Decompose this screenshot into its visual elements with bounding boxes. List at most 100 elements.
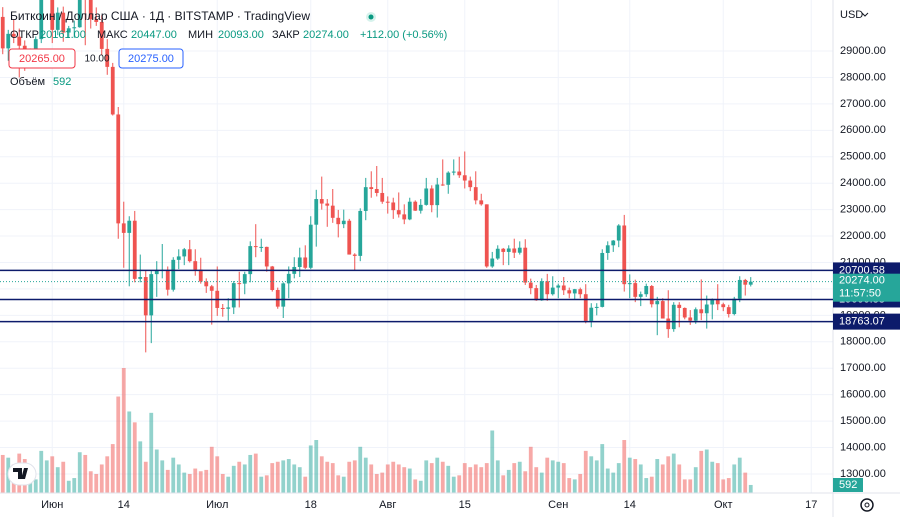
volume-bar <box>39 450 44 493</box>
volume-bar <box>275 461 280 493</box>
volume-bar <box>253 453 258 493</box>
volume-bar <box>721 479 726 493</box>
candle-body <box>446 172 451 185</box>
y-tick-label: 25000.00 <box>840 151 886 163</box>
x-tick-label: 18 <box>305 499 317 511</box>
volume-bar <box>429 463 434 493</box>
volume-bar <box>677 464 682 493</box>
volume-bar <box>237 461 242 493</box>
candle-body <box>297 257 302 267</box>
candle-body <box>473 187 478 201</box>
candle-body <box>303 257 308 268</box>
candle-body <box>198 269 203 282</box>
x-tick-label: Окт <box>714 499 733 511</box>
volume-bar <box>479 467 484 493</box>
volume-bar <box>413 479 418 493</box>
candle-body <box>715 299 720 305</box>
volume-bar <box>682 479 687 493</box>
candle-body <box>380 192 385 202</box>
volume-bar <box>28 476 33 493</box>
candle-body <box>545 281 550 295</box>
volume-bar <box>622 440 627 493</box>
volume-bar <box>83 454 88 493</box>
volume-bar <box>451 476 456 493</box>
candle-body <box>413 201 418 211</box>
volume-bar <box>534 467 539 493</box>
currency-select[interactable]: USD <box>840 9 863 21</box>
volume-bar <box>627 457 632 493</box>
volume-bar <box>594 460 599 493</box>
volume-bar <box>138 441 143 493</box>
ohlc-value: 20093.00 <box>218 29 264 41</box>
candle-body <box>336 217 341 225</box>
volume-bar <box>495 460 500 493</box>
y-tick-label: 27000.00 <box>840 98 886 110</box>
y-tick-label: 24000.00 <box>840 177 886 189</box>
sell-button[interactable] <box>8 48 76 69</box>
volume-bar <box>72 478 77 493</box>
candle-body <box>110 66 115 115</box>
candle-body <box>77 0 82 28</box>
candle-body <box>589 307 594 321</box>
candle-body <box>204 281 209 287</box>
volume-bar <box>704 449 709 493</box>
candle-body <box>501 248 506 252</box>
candle-body <box>407 201 412 220</box>
candle-body <box>677 304 682 308</box>
volume-bar <box>743 472 748 493</box>
symbol-title[interactable]: Биткоин / Доллар США · 1Д · BITSTAMP · T… <box>10 9 310 23</box>
candle-body <box>374 189 379 193</box>
candle-body <box>479 200 484 205</box>
candle-body <box>55 12 60 30</box>
candle-body <box>6 33 11 49</box>
change: +112.00 (+0.56%) <box>360 29 447 41</box>
candle-body <box>468 180 473 188</box>
candle-body <box>391 202 396 211</box>
volume-bar <box>352 460 357 493</box>
volume-bar <box>220 473 225 493</box>
volume-bar <box>561 463 566 493</box>
y-tick-label: 15000.00 <box>840 415 886 427</box>
volume-bar <box>308 445 313 493</box>
candle-body <box>402 214 407 220</box>
buy-button[interactable] <box>118 48 184 69</box>
candle-body <box>556 285 561 288</box>
chevron <box>861 12 869 17</box>
candle-body <box>567 290 572 294</box>
candle-body <box>138 277 143 279</box>
volume-bar <box>358 446 363 493</box>
candle-body <box>748 281 753 285</box>
volume-bar <box>264 475 269 493</box>
volume-bar <box>490 430 495 493</box>
candle-body <box>688 317 693 321</box>
volume-bar <box>616 463 621 493</box>
volume-bar <box>105 456 110 493</box>
volume-bar <box>165 469 170 493</box>
candle-body <box>385 201 390 203</box>
volume-bar <box>215 456 220 493</box>
candle-body <box>286 273 291 284</box>
settings-icon[interactable] <box>860 498 874 512</box>
x-tick-label: Июн <box>41 499 63 511</box>
candle-body <box>682 307 687 318</box>
price-line-label: 20700.58 <box>839 264 885 276</box>
y-tick-label: 13000.00 <box>840 468 886 480</box>
volume-bar <box>292 464 297 493</box>
y-tick-label: 18000.00 <box>840 336 886 348</box>
ohlc-value: 20447.00 <box>131 29 177 41</box>
candle-body <box>506 248 511 252</box>
volume-bar <box>380 472 385 493</box>
candle-body <box>743 279 748 285</box>
volume-bar <box>50 456 55 493</box>
volume-bar <box>572 479 577 493</box>
candle-body <box>66 28 71 33</box>
x-tick-label: Авг <box>379 499 396 511</box>
volume-bar <box>468 467 473 493</box>
candle-body <box>99 21 104 49</box>
volume-bar <box>297 467 302 493</box>
candle-body <box>649 286 654 305</box>
volume-bar <box>99 464 104 493</box>
candle-body <box>154 270 159 275</box>
volume-bar <box>556 461 561 493</box>
candle-body <box>429 188 434 206</box>
